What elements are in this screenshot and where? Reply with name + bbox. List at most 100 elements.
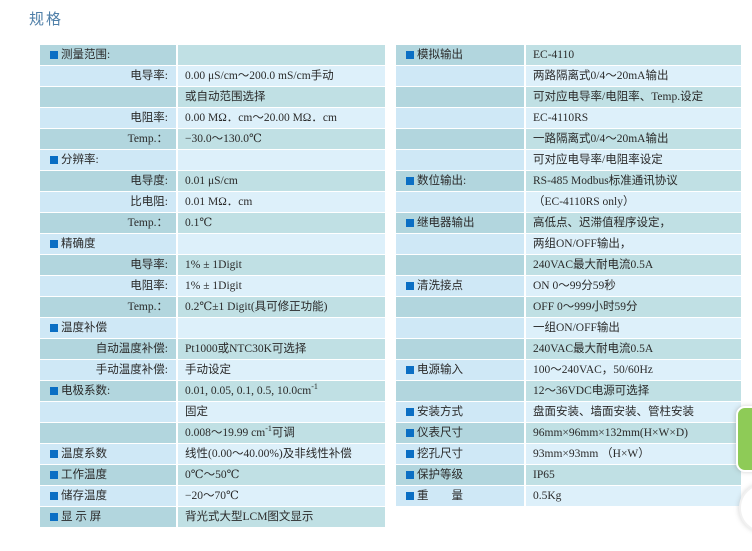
spec-row-label: 储存温度 bbox=[40, 486, 178, 506]
spec-row-value-text: 或自动范围选择 bbox=[185, 91, 266, 103]
spec-row-value bbox=[178, 45, 385, 65]
square-bullet-icon bbox=[406, 366, 414, 374]
square-bullet-icon bbox=[50, 450, 58, 458]
spec-row-value-text: 100～240VAC，50/60Hz bbox=[533, 364, 653, 376]
spec-row-label: Temp.： bbox=[40, 297, 178, 317]
spec-row: 仪表尺寸 96mm×96mm×132mm(H×W×D) bbox=[396, 423, 741, 443]
spec-row: 保护等级 IP65 bbox=[396, 465, 741, 485]
spec-row-label: 手动温度补偿: bbox=[40, 360, 178, 380]
spec-row-value: Pt1000或NTC30K可选择 bbox=[178, 339, 385, 359]
spec-row-label-text: 精确度 bbox=[61, 238, 96, 250]
spec-row-label bbox=[396, 66, 526, 86]
spec-row-label bbox=[396, 150, 526, 170]
spec-row-value-text: 0.2℃±1 Digit(具可修正功能) bbox=[185, 301, 328, 313]
spec-row: 温度补偿 bbox=[40, 318, 385, 338]
spec-row: 12～36VDC电源可选择 bbox=[396, 381, 741, 401]
spec-row-value-text: 盘面安装、墙面安装、管柱安装 bbox=[533, 406, 694, 418]
spec-row-label-text: 电阻率: bbox=[130, 280, 168, 292]
spec-row-value-text: 240VAC最大耐电流0.5A bbox=[533, 259, 654, 271]
spec-row-value: 0.00 μS/cm～200.0 mS/cm手动 bbox=[178, 66, 385, 86]
spec-row-value-text: 一组ON/OFF输出 bbox=[533, 322, 620, 334]
spec-table-left: 测量范围: 电导率: 0.00 μS/cm～200.0 mS/cm手动或自动范围选择… bbox=[40, 44, 385, 528]
spec-row-value: 0.01 μS/cm bbox=[178, 171, 385, 191]
spec-row-value-text: −20～70℃ bbox=[185, 490, 239, 502]
spec-row-label: 显 示 屏 bbox=[40, 507, 178, 527]
spec-row-label: 仪表尺寸 bbox=[396, 423, 526, 443]
square-bullet-icon bbox=[406, 450, 414, 458]
square-bullet-icon bbox=[406, 219, 414, 227]
spec-row-value-text: 0.1℃ bbox=[185, 217, 213, 229]
spec-row-value-text: 12～36VDC电源可选择 bbox=[533, 385, 650, 397]
spec-row: 电极系数: 0.01, 0.05, 0.1, 0.5, 10.0cm-1 bbox=[40, 381, 385, 401]
spec-row: Temp.： 0.1℃ bbox=[40, 213, 385, 233]
square-bullet-icon bbox=[50, 387, 58, 395]
spec-row-value-text: ON 0～99分59秒 bbox=[533, 280, 616, 292]
spec-row-value-text: 背光式大型LCM图文显示 bbox=[185, 511, 314, 523]
spec-row-value-text: 可对应电导率/电阻率设定 bbox=[533, 154, 663, 166]
spec-row-value: 93mm×93mm （H×W） bbox=[526, 444, 741, 464]
spec-row-label-text: 电导率: bbox=[130, 70, 168, 82]
spec-row-value: 两组ON/OFF输出， bbox=[526, 234, 741, 254]
spec-row-label bbox=[40, 423, 178, 443]
spec-row-value: 0.1℃ bbox=[178, 213, 385, 233]
square-bullet-icon bbox=[406, 408, 414, 416]
spec-row-value-text: −30.0～130.0℃ bbox=[185, 133, 262, 145]
spec-row-label: 继电器输出 bbox=[396, 213, 526, 233]
spec-row-label: 电极系数: bbox=[40, 381, 178, 401]
spec-row-label-text: 电极系数: bbox=[61, 385, 111, 397]
spec-row: 模拟输出 EC-4110 bbox=[396, 45, 741, 65]
spec-row: 继电器输出 高低点、迟滞值程序设定， bbox=[396, 213, 741, 233]
spec-row-value-text: 1% ± 1Digit bbox=[185, 280, 242, 292]
spec-row-value: 240VAC最大耐电流0.5A bbox=[526, 255, 741, 275]
spec-row-value: 一组ON/OFF输出 bbox=[526, 318, 741, 338]
spec-row-label: Temp.： bbox=[40, 129, 178, 149]
square-bullet-icon bbox=[50, 324, 58, 332]
spec-row: Temp.： 0.2℃±1 Digit(具可修正功能) bbox=[40, 297, 385, 317]
spec-row-label-text: 电阻率: bbox=[130, 112, 168, 124]
spec-row: 储存温度 −20～70℃ bbox=[40, 486, 385, 506]
spec-row: 一路隔离式0/4～20mA输出 bbox=[396, 129, 741, 149]
spec-row: 重 量 0.5Kg bbox=[396, 486, 741, 506]
spec-table-right: 模拟输出 EC-4110 两路隔离式0/4～20mA输出 可对应电导率/电阻率、Tem… bbox=[396, 44, 741, 507]
spec-row-value: 可对应电导率/电阻率设定 bbox=[526, 150, 741, 170]
square-bullet-icon bbox=[406, 177, 414, 185]
spec-row-label bbox=[396, 108, 526, 128]
spec-row: 清洗接点 ON 0～99分59秒 bbox=[396, 276, 741, 296]
spec-row-label bbox=[396, 192, 526, 212]
spec-row-value: −30.0～130.0℃ bbox=[178, 129, 385, 149]
spec-row-value-text: 0℃～50℃ bbox=[185, 469, 240, 481]
spec-row-value bbox=[178, 234, 385, 254]
spec-row: 电导度: 0.01 μS/cm bbox=[40, 171, 385, 191]
spec-row-label bbox=[40, 402, 178, 422]
spec-row-value: 一路隔离式0/4～20mA输出 bbox=[526, 129, 741, 149]
floating-side-widget[interactable] bbox=[736, 406, 752, 472]
spec-row-value: 0.01, 0.05, 0.1, 0.5, 10.0cm-1 bbox=[178, 381, 385, 401]
spec-row-value-text: 93mm×93mm （H×W） bbox=[533, 448, 650, 460]
spec-table-left-body: 测量范围: 电导率: 0.00 μS/cm～200.0 mS/cm手动或自动范围选择… bbox=[40, 45, 385, 527]
spec-row-label-text: 安装方式 bbox=[417, 406, 463, 418]
spec-row: 温度系数 线性(0.00～40.00%)及非线性补偿 bbox=[40, 444, 385, 464]
spec-row-value: 0℃～50℃ bbox=[178, 465, 385, 485]
spec-row-value: 盘面安装、墙面安装、管柱安装 bbox=[526, 402, 741, 422]
spec-row-value: 12～36VDC电源可选择 bbox=[526, 381, 741, 401]
spec-row-label: 清洗接点 bbox=[396, 276, 526, 296]
spec-row-value-text: 线性(0.00～40.00%)及非线性补偿 bbox=[185, 448, 352, 460]
spec-row-value-text: 0.01 μS/cm bbox=[185, 175, 238, 187]
square-bullet-icon bbox=[50, 492, 58, 500]
spec-row-value: 固定 bbox=[178, 402, 385, 422]
spec-row-value: 240VAC最大耐电流0.5A bbox=[526, 339, 741, 359]
spec-row: 两路隔离式0/4～20mA输出 bbox=[396, 66, 741, 86]
spec-row: 可对应电导率/电阻率设定 bbox=[396, 150, 741, 170]
spec-row-label: 测量范围: bbox=[40, 45, 178, 65]
spec-row-value: EC-4110 bbox=[526, 45, 741, 65]
spec-row-label: 保护等级 bbox=[396, 465, 526, 485]
spec-row-value: 96mm×96mm×132mm(H×W×D) bbox=[526, 423, 741, 443]
spec-row-label: 数位输出: bbox=[396, 171, 526, 191]
spec-row-label-text: 手动温度补偿: bbox=[95, 364, 168, 376]
spec-row-label-text: 继电器输出 bbox=[417, 217, 475, 229]
spec-row-value-text: EC-4110 bbox=[533, 49, 575, 61]
spec-row-label: 温度补偿 bbox=[40, 318, 178, 338]
spec-row-value: −20～70℃ bbox=[178, 486, 385, 506]
spec-row-label: 自动温度补偿: bbox=[40, 339, 178, 359]
spec-row-label-text: 温度系数 bbox=[61, 448, 107, 460]
